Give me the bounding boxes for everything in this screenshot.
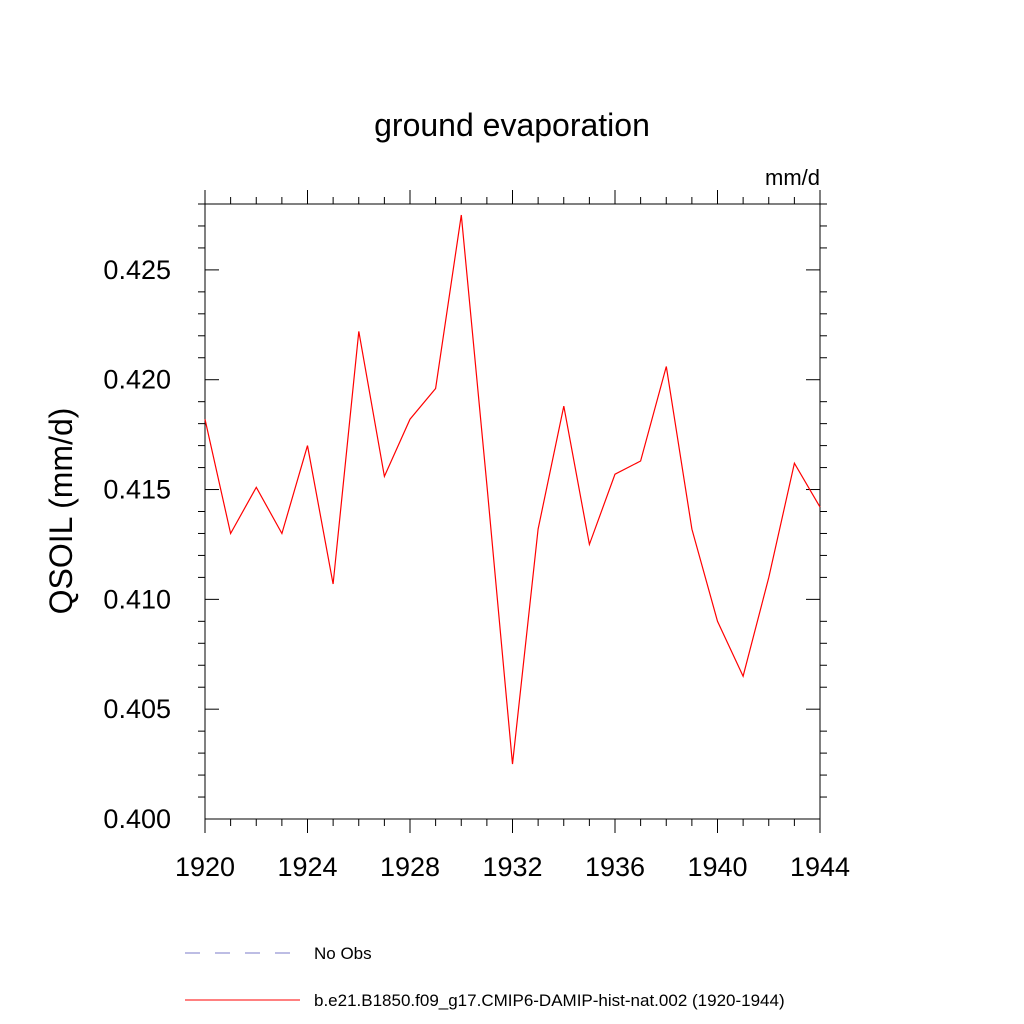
units-label: mm/d [765,165,820,190]
x-tick-label: 1924 [277,852,337,882]
y-tick-label: 0.425 [103,255,171,285]
x-tick-label: 1944 [790,852,850,882]
y-tick-label: 0.400 [103,804,171,834]
y-tick-label: 0.420 [103,365,171,395]
x-tick-label: 1932 [482,852,542,882]
legend: No Obs b.e21.B1850.f09_g17.CMIP6-DAMIP-h… [185,944,785,1010]
chart-title: ground evaporation [374,107,650,143]
plot-frame [204,203,821,820]
x-tick-label: 1940 [687,852,747,882]
x-tick-label: 1920 [175,852,235,882]
series-layer [204,214,821,765]
y-tick-label: 0.410 [103,584,171,614]
y-tick-label: 0.415 [103,475,171,505]
legend-label-model: b.e21.B1850.f09_g17.CMIP6-DAMIP-hist-nat… [314,991,785,1010]
axis-ticks [198,190,827,833]
legend-label-no-obs: No Obs [314,944,372,963]
y-tick-label: 0.405 [103,694,171,724]
y-axis-label: QSOIL (mm/d) [43,408,79,615]
x-tick-label: 1928 [380,852,440,882]
series-line [204,214,821,765]
x-tick-label: 1936 [585,852,645,882]
axis-tick-labels: 1920 1924 1928 1932 1936 1940 1944 0.400 0.405 0.… [103,255,850,882]
